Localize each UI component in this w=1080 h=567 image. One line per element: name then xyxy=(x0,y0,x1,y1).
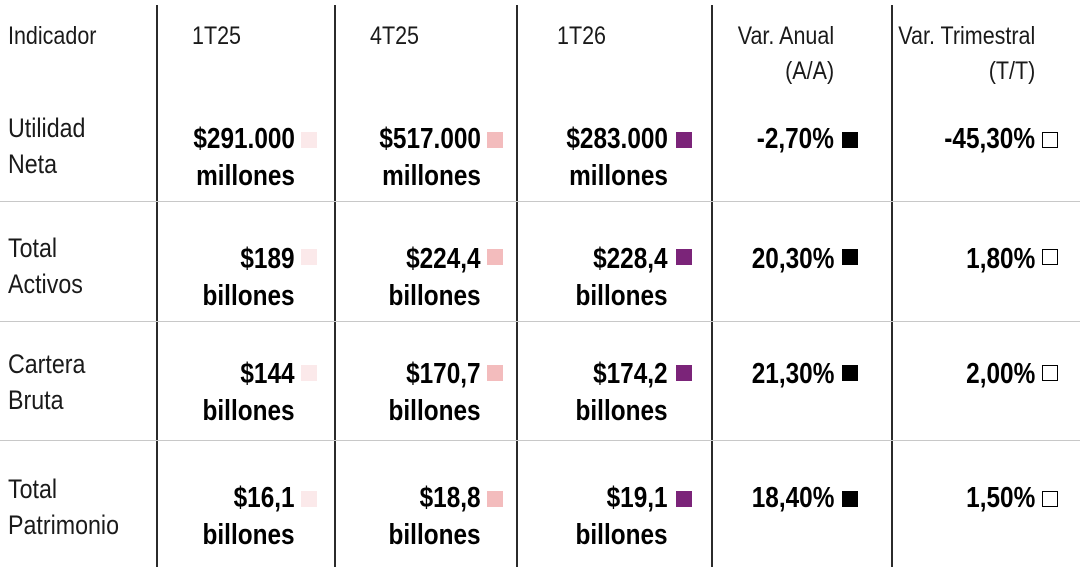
legend-square-1t25 xyxy=(301,491,317,507)
quarterly-variation-value: 1,80% xyxy=(965,243,1035,275)
legend-square-4t25 xyxy=(487,132,503,148)
row-label-line2: Patrimonio xyxy=(8,510,119,540)
row-label-line1: Utilidad xyxy=(8,113,86,143)
value-unit: billones xyxy=(575,395,668,427)
quarterly-variation-value: -45,30% xyxy=(944,123,1035,155)
header-1t25: 1T25 xyxy=(192,22,242,50)
value-amount: $189 xyxy=(240,243,295,275)
row-label-utilidad-neta: Utilidad Neta xyxy=(8,110,85,182)
legend-square-annual xyxy=(842,249,858,265)
legend-square-annual xyxy=(842,491,858,507)
value-unit: billones xyxy=(388,519,481,551)
column-divider xyxy=(711,5,713,567)
value-amount: $283.000 xyxy=(566,123,668,155)
header-4t25: 4T25 xyxy=(370,22,420,50)
annual-variation-value: -2,70% xyxy=(756,123,834,155)
value-4t25: $170,7 billones xyxy=(389,356,481,430)
value-unit: billones xyxy=(388,280,481,312)
column-divider xyxy=(334,5,336,567)
legend-square-annual xyxy=(842,365,858,381)
value-1t26: $19,1 billones xyxy=(576,480,668,554)
value-unit: billones xyxy=(575,519,668,551)
legend-square-1t25 xyxy=(301,249,317,265)
value-unit: billones xyxy=(575,280,668,312)
header-quarterly-line1: Var. Trimestral xyxy=(898,22,1035,50)
value-unit: billones xyxy=(388,395,481,427)
value-1t25: $16,1 billones xyxy=(203,480,295,554)
row-label-line2: Bruta xyxy=(8,385,64,415)
value-unit: millones xyxy=(196,160,295,192)
value-amount: $228,4 xyxy=(593,243,668,275)
value-amount: $291.000 xyxy=(193,123,295,155)
row-label-line1: Total xyxy=(8,233,58,263)
value-amount: $517.000 xyxy=(379,123,481,155)
value-1t25: $189 billones xyxy=(203,241,295,315)
legend-square-quarterly xyxy=(1042,365,1058,381)
value-1t25: $291.000 millones xyxy=(193,121,295,195)
value-unit: millones xyxy=(382,160,481,192)
header-quarterly-line2: (T/T) xyxy=(988,57,1035,85)
value-unit: billones xyxy=(202,519,295,551)
legend-square-1t26 xyxy=(676,249,692,265)
legend-square-quarterly xyxy=(1042,249,1058,265)
legend-square-4t25 xyxy=(487,365,503,381)
row-divider xyxy=(0,440,1080,441)
value-1t25: $144 billones xyxy=(203,356,295,430)
legend-square-1t26 xyxy=(676,491,692,507)
row-label-total-activos: Total Activos xyxy=(8,230,83,302)
legend-square-4t25 xyxy=(487,491,503,507)
legend-square-annual xyxy=(842,132,858,148)
header-annual-line1: Var. Anual xyxy=(737,22,834,50)
quarterly-variation-value: 1,50% xyxy=(965,482,1035,514)
value-unit: billones xyxy=(202,395,295,427)
legend-square-1t25 xyxy=(301,365,317,381)
legend-square-quarterly xyxy=(1042,491,1058,507)
annual-variation-value: 18,40% xyxy=(751,482,834,514)
value-amount: $19,1 xyxy=(607,482,668,514)
header-quarterly-variation: Var. Trimestral (T/T) xyxy=(898,19,1035,89)
value-unit: billones xyxy=(202,280,295,312)
value-amount: $144 xyxy=(240,358,295,390)
annual-variation-value: 20,30% xyxy=(751,243,834,275)
value-amount: $224,4 xyxy=(406,243,481,275)
value-1t26: $283.000 millones xyxy=(566,121,668,195)
row-label-total-patrimonio: Total Patrimonio xyxy=(8,471,119,543)
value-4t25: $18,8 billones xyxy=(389,480,481,554)
value-4t25: $224,4 billones xyxy=(389,241,481,315)
value-amount: $174,2 xyxy=(593,358,668,390)
legend-square-1t26 xyxy=(676,365,692,381)
row-label-line1: Total xyxy=(8,474,58,504)
column-divider xyxy=(516,5,518,567)
row-divider xyxy=(0,321,1080,322)
quarterly-variation-value: 2,00% xyxy=(965,358,1035,390)
legend-square-1t26 xyxy=(676,132,692,148)
header-indicator: Indicador xyxy=(8,22,97,50)
value-1t26: $228,4 billones xyxy=(576,241,668,315)
value-amount: $170,7 xyxy=(406,358,481,390)
row-label-line1: Cartera xyxy=(8,349,86,379)
row-label-line2: Activos xyxy=(8,269,83,299)
value-amount: $16,1 xyxy=(234,482,295,514)
row-label-line2: Neta xyxy=(8,149,58,179)
legend-square-4t25 xyxy=(487,249,503,265)
annual-variation-value: 21,30% xyxy=(751,358,834,390)
column-divider xyxy=(156,5,158,567)
header-annual-line2: (A/A) xyxy=(785,57,834,85)
header-annual-variation: Var. Anual (A/A) xyxy=(738,19,834,89)
legend-square-1t25 xyxy=(301,132,317,148)
header-1t26: 1T26 xyxy=(557,22,607,50)
row-divider xyxy=(0,201,1080,202)
row-label-cartera-bruta: Cartera Bruta xyxy=(8,346,85,418)
value-4t25: $517.000 millones xyxy=(379,121,481,195)
column-divider xyxy=(891,5,893,567)
value-unit: millones xyxy=(569,160,668,192)
legend-square-quarterly xyxy=(1042,132,1058,148)
value-amount: $18,8 xyxy=(420,482,481,514)
value-1t26: $174,2 billones xyxy=(576,356,668,430)
